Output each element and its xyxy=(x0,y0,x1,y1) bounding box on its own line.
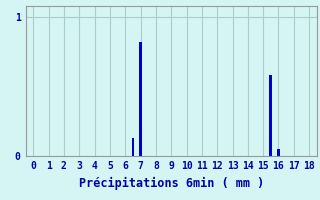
Bar xyxy=(277,149,280,156)
Bar xyxy=(139,42,142,156)
Bar xyxy=(132,138,134,156)
X-axis label: Précipitations 6min ( mm ): Précipitations 6min ( mm ) xyxy=(79,176,264,190)
Bar xyxy=(269,75,272,156)
